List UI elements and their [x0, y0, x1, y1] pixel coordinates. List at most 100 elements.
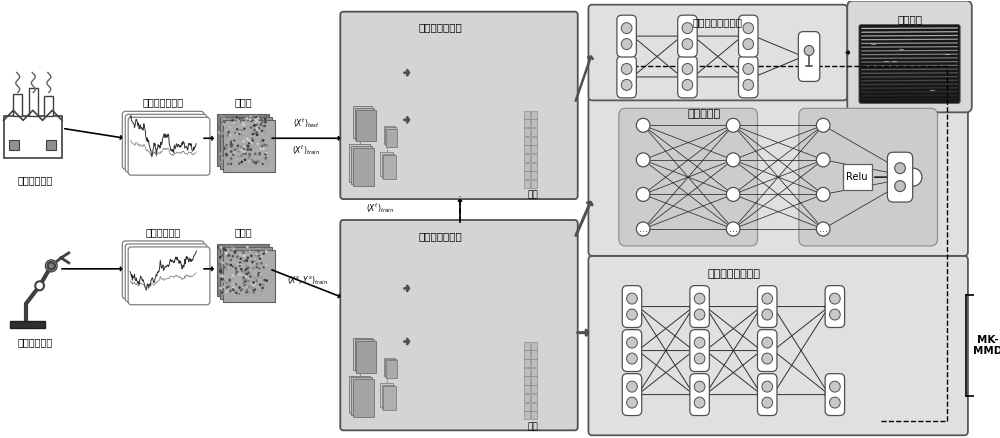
Point [257, 141, 273, 148]
Point [244, 156, 260, 163]
Circle shape [694, 397, 705, 408]
Point [249, 115, 265, 122]
FancyBboxPatch shape [355, 339, 374, 371]
Point [240, 146, 256, 153]
FancyBboxPatch shape [622, 374, 642, 416]
Point [254, 119, 270, 126]
Point [235, 248, 251, 255]
Point [223, 148, 239, 155]
FancyBboxPatch shape [622, 286, 642, 328]
Point [225, 280, 241, 287]
Point [227, 249, 243, 256]
FancyBboxPatch shape [617, 56, 636, 98]
Circle shape [762, 397, 773, 408]
Point [231, 154, 247, 161]
Text: 标签自适应预测器: 标签自适应预测器 [707, 269, 760, 279]
Text: $(X^t)_{train}$: $(X^t)_{train}$ [366, 201, 394, 215]
Point [225, 272, 241, 279]
Point [251, 151, 267, 158]
Point [231, 160, 247, 167]
FancyBboxPatch shape [531, 403, 537, 411]
Point [214, 276, 230, 283]
Point [219, 132, 235, 139]
FancyBboxPatch shape [887, 152, 913, 202]
Point [248, 160, 264, 167]
Point [228, 285, 244, 292]
Point [248, 255, 264, 262]
FancyBboxPatch shape [29, 88, 38, 117]
Point [236, 249, 252, 256]
Point [248, 251, 264, 258]
FancyBboxPatch shape [524, 403, 530, 411]
Point [242, 116, 258, 123]
Point [232, 251, 248, 258]
Point [225, 253, 241, 260]
Point [221, 252, 237, 259]
Point [225, 263, 241, 270]
Text: 灰度图: 灰度图 [234, 227, 252, 237]
Point [243, 273, 259, 280]
Point [227, 148, 243, 155]
FancyBboxPatch shape [847, 1, 972, 112]
Circle shape [762, 381, 773, 392]
FancyBboxPatch shape [825, 286, 845, 328]
Point [218, 274, 234, 281]
Point [246, 122, 262, 129]
Point [246, 289, 262, 296]
Point [257, 116, 273, 123]
Point [248, 118, 264, 125]
Point [238, 141, 254, 148]
Point [253, 145, 269, 152]
Point [239, 141, 255, 148]
Circle shape [830, 309, 840, 320]
Point [240, 256, 256, 263]
Point [249, 264, 265, 271]
Point [225, 284, 241, 291]
Circle shape [904, 168, 922, 186]
Point [232, 127, 248, 134]
FancyBboxPatch shape [531, 162, 537, 171]
Point [214, 290, 230, 297]
Point [226, 154, 242, 161]
FancyBboxPatch shape [524, 377, 530, 385]
Circle shape [627, 309, 637, 320]
Circle shape [627, 381, 637, 392]
Point [223, 138, 239, 145]
FancyBboxPatch shape [531, 154, 537, 162]
Point [247, 250, 263, 257]
Point [254, 142, 270, 149]
Point [220, 247, 236, 254]
Point [212, 253, 228, 260]
Point [250, 140, 266, 147]
Circle shape [47, 262, 55, 270]
Circle shape [743, 39, 754, 49]
FancyBboxPatch shape [220, 247, 272, 299]
FancyBboxPatch shape [588, 96, 968, 256]
Circle shape [35, 281, 44, 290]
FancyBboxPatch shape [739, 15, 758, 57]
Point [228, 265, 244, 272]
Point [217, 144, 233, 151]
Point [249, 129, 265, 136]
FancyBboxPatch shape [588, 256, 968, 435]
Point [214, 252, 230, 259]
Circle shape [743, 64, 754, 74]
Point [224, 120, 240, 127]
Point [233, 118, 249, 125]
Circle shape [694, 381, 705, 392]
Point [228, 121, 244, 128]
Point [223, 155, 239, 162]
Circle shape [627, 293, 637, 304]
Text: 深度特征提取器: 深度特征提取器 [419, 23, 462, 32]
FancyBboxPatch shape [220, 117, 272, 169]
Point [223, 141, 239, 148]
FancyBboxPatch shape [531, 180, 537, 188]
FancyBboxPatch shape [524, 137, 530, 145]
Point [235, 130, 251, 137]
Point [243, 124, 259, 131]
Point [223, 245, 239, 252]
Point [243, 252, 259, 259]
Point [212, 118, 228, 125]
Point [238, 150, 254, 157]
Point [226, 288, 242, 295]
